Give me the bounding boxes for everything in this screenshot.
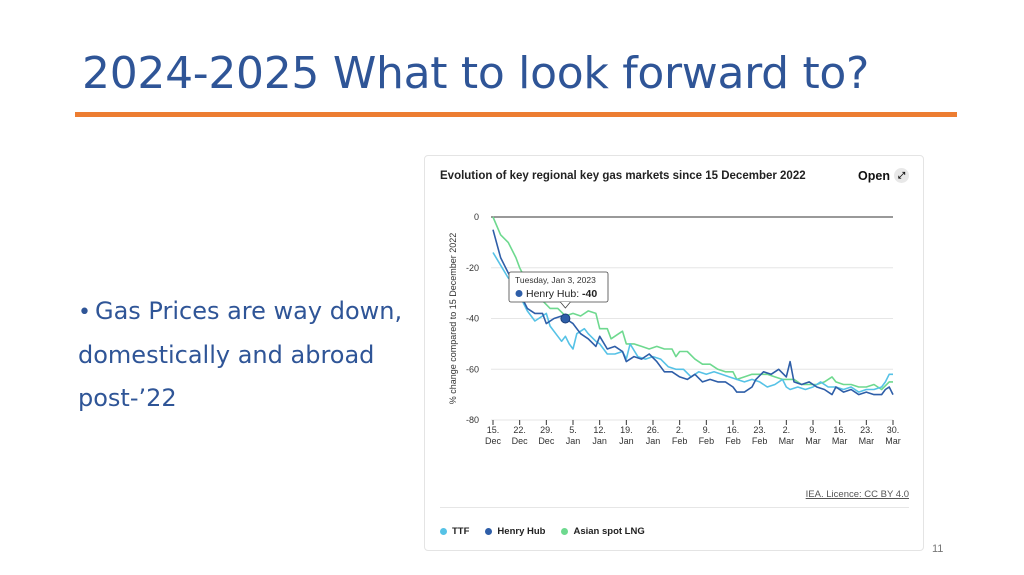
x-tick-label-day: 15.: [487, 425, 500, 435]
legend-label: TTF: [452, 526, 470, 537]
x-tick-label-day: 19.: [620, 425, 633, 435]
x-tick-label-day: 22.: [513, 425, 526, 435]
bullet-line-3: post-’22: [78, 384, 177, 412]
tooltip-point-marker: [560, 313, 571, 324]
licence-link[interactable]: IEA. Licence: CC BY 4.0: [805, 489, 909, 500]
x-tick-label-month: Feb: [752, 436, 768, 446]
x-tick-label-month: Mar: [859, 436, 875, 446]
x-tick-label-month: Feb: [699, 436, 715, 446]
tooltip-box: [508, 271, 609, 303]
legend-label: Asian spot LNG: [573, 526, 645, 537]
x-tick-label-day: 23.: [753, 425, 766, 435]
x-tick-label-day: 2.: [783, 425, 791, 435]
chart-card: Evolution of key regional key gas market…: [424, 155, 924, 551]
x-tick-label-month: Jan: [619, 436, 634, 446]
x-tick-label-day: 30.: [887, 425, 900, 435]
y-tick-label: 0: [474, 212, 479, 222]
open-button[interactable]: Open ⤢: [858, 168, 909, 183]
y-tick-label: -40: [466, 314, 479, 324]
y-tick-label: -60: [466, 364, 479, 374]
series-line-ttf: [492, 252, 893, 393]
x-tick-label-day: 12.: [593, 425, 606, 435]
x-tick-label-day: 5.: [569, 425, 577, 435]
x-tick-label-month: Mar: [885, 436, 901, 446]
x-tick-label-day: 26.: [647, 425, 660, 435]
slide-title: 2024-2025 What to look forward to?: [82, 48, 870, 99]
bullet-line-1: • Gas Prices are way down,: [78, 297, 403, 325]
bullet-text: • Gas Prices are way down, domestically a…: [78, 290, 418, 420]
x-tick-label-day: 23.: [860, 425, 873, 435]
x-tick-label-day: 16.: [833, 425, 846, 435]
legend-swatch-icon: [440, 528, 447, 535]
chart-title: Evolution of key regional key gas market…: [440, 170, 806, 182]
tooltip-series-dot: [515, 290, 523, 297]
tooltip-series-label: Henry Hub: -40: [526, 288, 597, 300]
x-tick-label-month: Dec: [512, 436, 529, 446]
x-tick-label-month: Dec: [538, 436, 555, 446]
x-tick-label-day: 29.: [540, 425, 553, 435]
page-number: 11: [932, 543, 944, 555]
open-label: Open: [858, 168, 890, 183]
licence-divider: [440, 507, 909, 508]
x-tick-label-day: 9.: [809, 425, 817, 435]
legend-swatch-icon: [561, 528, 569, 535]
y-tick-label: -80: [466, 415, 479, 425]
expand-icon: ⤢: [894, 168, 909, 183]
tooltip-value: -40: [582, 288, 597, 300]
x-tick-label-month: Mar: [832, 436, 848, 446]
title-underline: [75, 112, 957, 117]
legend-item-ttf[interactable]: TTF: [440, 526, 469, 537]
y-axis-label: % change compared to 15 December 2022: [448, 233, 458, 405]
tooltip-date: Tuesday, Jan 3, 2023: [515, 275, 596, 285]
y-tick-label: -20: [466, 263, 479, 273]
x-tick-label-month: Feb: [672, 436, 688, 446]
legend-item-asian-spot-lng[interactable]: Asian spot LNG: [561, 526, 645, 537]
tooltip-arrow: [560, 301, 571, 309]
series-line-henry-hub: [492, 229, 894, 396]
bullet-line-2: domestically and abroad: [78, 341, 375, 369]
line-chart: 0 -20 -40 -60 -80 % change compared to 15 Dec…: [448, 212, 901, 446]
x-tick-label-month: Dec: [485, 436, 502, 446]
x-tick-label-month: Mar: [805, 436, 821, 446]
x-tick-label-day: 9.: [703, 425, 711, 435]
bullet-dot-icon: •: [78, 300, 91, 325]
x-tick-label-day: 16.: [727, 425, 740, 435]
series-line-asian-spot-lng: [492, 216, 893, 391]
x-tick-label-month: Jan: [646, 436, 661, 446]
x-tick-label-month: Jan: [592, 436, 607, 446]
legend-label: Henry Hub: [497, 526, 546, 537]
chart-legend: TTF Henry Hub Asian spot LNG: [440, 526, 645, 537]
x-tick-label-month: Jan: [566, 436, 581, 446]
x-tick-label-month: Mar: [779, 436, 795, 446]
legend-item-henry-hub[interactable]: Henry Hub: [485, 526, 545, 537]
legend-swatch-icon: [485, 528, 493, 535]
x-tick-label-day: 2.: [676, 425, 684, 435]
x-tick-label-month: Feb: [725, 436, 741, 446]
